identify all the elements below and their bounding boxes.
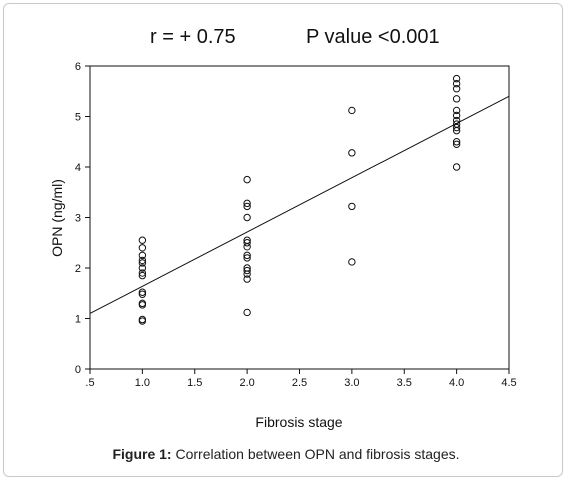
data-point bbox=[243, 202, 251, 211]
data-point bbox=[138, 251, 147, 260]
caption-text: Correlation between OPN and fibrosis sta… bbox=[171, 446, 460, 462]
data-point bbox=[452, 111, 461, 120]
data-point bbox=[452, 126, 461, 135]
data-point bbox=[348, 106, 356, 115]
data-point bbox=[452, 116, 461, 125]
x-tick-label: .5 bbox=[85, 377, 94, 389]
data-point bbox=[243, 175, 251, 184]
y-tick-label: 5 bbox=[75, 112, 81, 124]
data-point bbox=[452, 163, 461, 171]
data-point bbox=[138, 269, 147, 277]
data-point bbox=[243, 275, 251, 283]
data-point bbox=[452, 106, 461, 115]
x-tick-label: 2.5 bbox=[292, 377, 307, 389]
data-point bbox=[452, 74, 461, 83]
data-point bbox=[138, 259, 147, 267]
data-point bbox=[138, 290, 147, 298]
regression-line-layer bbox=[89, 95, 510, 314]
data-point bbox=[348, 258, 356, 266]
data-point bbox=[138, 271, 147, 280]
x-tick-label: 1.5 bbox=[187, 377, 202, 389]
correlation-coefficient: r = + 0.75 bbox=[150, 26, 236, 48]
data-point bbox=[452, 85, 461, 93]
data-point bbox=[138, 288, 147, 296]
y-tick-label: 1 bbox=[75, 314, 81, 326]
y-tick-label: 2 bbox=[75, 263, 81, 275]
data-point bbox=[243, 239, 251, 247]
x-axis-label: Fibrosis stage bbox=[255, 414, 342, 430]
data-point bbox=[138, 244, 147, 252]
x-tick-label: 3.5 bbox=[397, 377, 412, 389]
data-point bbox=[452, 138, 461, 146]
data-point bbox=[243, 308, 251, 317]
y-axis: 0 1 2 3 4 5 6 bbox=[75, 61, 90, 376]
data-point bbox=[138, 256, 147, 265]
data-point bbox=[138, 301, 147, 309]
regression-line bbox=[89, 95, 510, 314]
x-tick-label: 4.0 bbox=[449, 377, 464, 389]
data-point bbox=[243, 251, 251, 260]
data-point bbox=[452, 95, 461, 103]
y-axis-label: OPN (ng/ml) bbox=[49, 179, 65, 257]
y-tick-label: 0 bbox=[75, 364, 81, 376]
data-point bbox=[452, 79, 461, 88]
x-tick-label: 2.0 bbox=[239, 377, 254, 389]
data-point bbox=[348, 149, 356, 157]
data-point bbox=[138, 264, 147, 272]
y-tick-label: 6 bbox=[75, 61, 81, 73]
x-tick-label: 4.5 bbox=[501, 377, 516, 389]
data-point bbox=[452, 123, 461, 132]
data-point bbox=[243, 199, 251, 208]
p-value: P value <0.001 bbox=[306, 26, 440, 48]
data-point bbox=[243, 254, 251, 262]
x-tick-label: 1.0 bbox=[135, 377, 150, 389]
caption-label: Figure 1: bbox=[112, 446, 172, 462]
data-point bbox=[452, 140, 461, 148]
data-point bbox=[243, 243, 251, 251]
data-point bbox=[243, 266, 251, 275]
data-points bbox=[138, 74, 461, 325]
x-tick-label: 3.0 bbox=[344, 377, 359, 389]
y-tick-label: 3 bbox=[75, 213, 81, 225]
data-point bbox=[138, 236, 147, 244]
data-point bbox=[138, 317, 147, 325]
x-axis: .5 1.0 1.5 2.0 2.5 3.0 3.5 4.0 4.5 bbox=[85, 369, 517, 389]
data-point bbox=[243, 213, 251, 222]
figure-caption: Figure 1: Correlation between OPN and fi… bbox=[0, 446, 572, 462]
y-tick-label: 4 bbox=[75, 162, 81, 174]
data-point bbox=[243, 270, 251, 278]
plot-area bbox=[89, 65, 510, 370]
data-point bbox=[348, 202, 356, 211]
